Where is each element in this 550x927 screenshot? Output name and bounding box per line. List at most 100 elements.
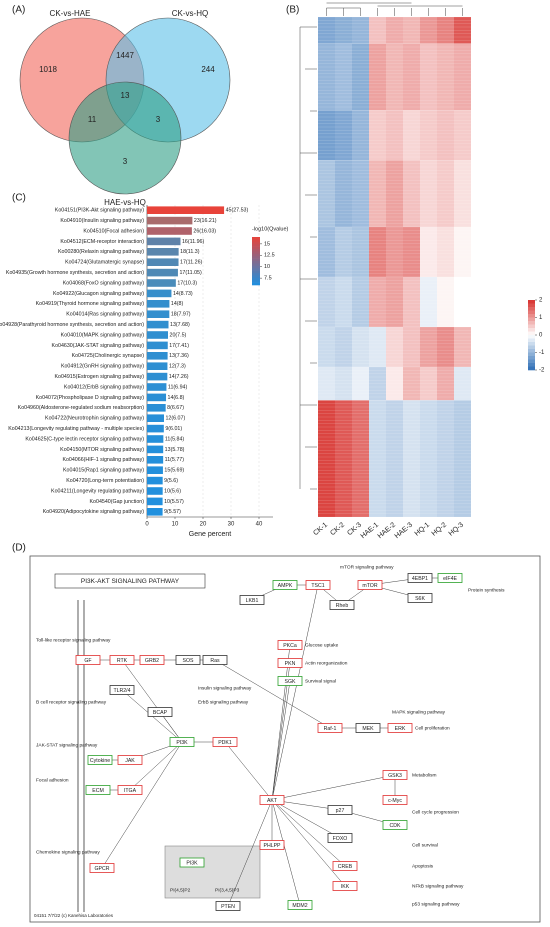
bar [147,227,192,235]
colorbar-label: 10 [264,264,270,270]
value-label: 11(5.77) [165,457,185,463]
pathway-note: JAK-STAT signaling pathway [36,742,98,748]
colorbar [252,253,260,257]
gene-node [212,737,238,747]
heatmap-cell [318,400,335,517]
bar [147,466,163,474]
gene-node [239,595,265,605]
pathway-note: MAPK signaling pathway [392,709,446,715]
gene-label: Ras [210,658,220,664]
heatmap-cell [352,400,369,517]
gene-node [305,580,331,590]
value-label: 12(7.3) [169,364,186,370]
colorbar [252,239,260,243]
pathway-edge [224,741,273,801]
y-tick-label: Ko04512(ECM-receptor interaction) [60,239,144,245]
pathway-note: Insulin signaling pathway [198,685,252,691]
colorbar [528,366,535,371]
pathway-note: mTOR signaling pathway [340,564,394,570]
y-tick-label: Ko04920(Adipocytokine signaling pathway) [43,509,145,515]
gene-label: AKT [267,798,278,804]
value-label: 16(11.96) [182,239,205,245]
x-tick-label: 10 [172,522,179,528]
colorbar [528,321,535,325]
region-count: 1447 [116,51,134,60]
colorbar [528,331,535,336]
gene-label: JAK [125,758,135,764]
value-label: 9(5.57) [164,509,181,515]
pathway-note: Glucose uptake [305,642,339,648]
value-label: 9(5.6) [164,478,178,484]
pathway-edge [271,799,346,887]
heatmap-cell [403,227,420,277]
bar [147,487,163,495]
y-tick-label: Ko04150(MTOR signaling pathway) [60,447,144,453]
gene-label: GPCR [95,866,110,872]
gene-label: GF [84,658,91,664]
pathway-note: p53 signaling pathway [412,901,460,907]
set-label: HAE-vs-HQ [104,198,146,207]
value-label: 18(11.3) [180,249,200,255]
pathway-edge [271,584,319,801]
value-label: 18(7.97) [171,312,191,318]
y-tick-label: Ko04012(ErbB signaling pathway) [64,384,144,390]
gene-node [75,655,101,665]
value-label: 13(7.36) [169,353,189,359]
colorbar [252,263,260,267]
heatmap-cell [454,277,471,327]
heatmap-cell [437,400,454,517]
colorbar [528,310,535,315]
colorbar [252,270,260,274]
heatmap-cell [403,400,420,517]
gene-label: GRB2 [145,658,159,664]
gene-label: PKCa [283,643,297,649]
colorbar [252,261,260,264]
colorbar [528,359,535,364]
gene-node [382,770,408,780]
gene-label: Rheb [336,603,349,609]
bar [147,476,163,485]
pathway-note: Cell proliferation [415,725,450,731]
colorbar [528,324,535,329]
value-label: 20(7.5) [170,332,187,338]
gene-node [332,881,358,891]
colorbar [528,328,535,332]
bar [147,279,176,287]
pathway-edge [227,799,273,907]
colorbar-label: 0 [539,333,543,339]
colorbar [252,256,260,259]
heatmap-cell [403,277,420,327]
value-label: 14(8.73) [173,291,193,297]
bar [147,424,164,433]
heatmap-cell [352,277,369,327]
region-count: 13 [121,91,130,100]
colorbar [528,300,535,304]
bar [147,216,193,225]
colorbar [252,277,260,281]
heatmap-cell [454,227,471,277]
gene-node [202,655,228,665]
gene-label: GSK3 [388,773,402,779]
y-tick-label: Ko04935(Growth hormone synthesis, secret… [6,270,144,276]
region-count: 1018 [39,65,57,74]
gene-label: CREB [338,864,353,870]
value-label: 17(11.26) [180,260,203,266]
colorbar [252,237,260,240]
value-label: 26(16.03) [193,228,216,234]
gene-node [259,840,285,850]
pathway-edge [214,659,331,729]
gene-label: c-Myc [388,798,402,804]
heatmap-cell [454,400,471,517]
panel-label: (B) [286,5,299,16]
colorbar [528,307,535,311]
column-label: HAE-2 [377,522,397,541]
gene-label: IKK [341,884,350,890]
colorbar-title: -log10(Qvalue) [252,226,289,232]
heatmap-cell [437,110,454,161]
colorbar [252,241,260,245]
column-label: HQ-3 [448,522,465,538]
pathway-edge [271,799,346,867]
colorbar-label: 7.5 [264,276,272,282]
pathway-edge [271,680,291,801]
value-label: 10(5.6) [164,488,181,494]
